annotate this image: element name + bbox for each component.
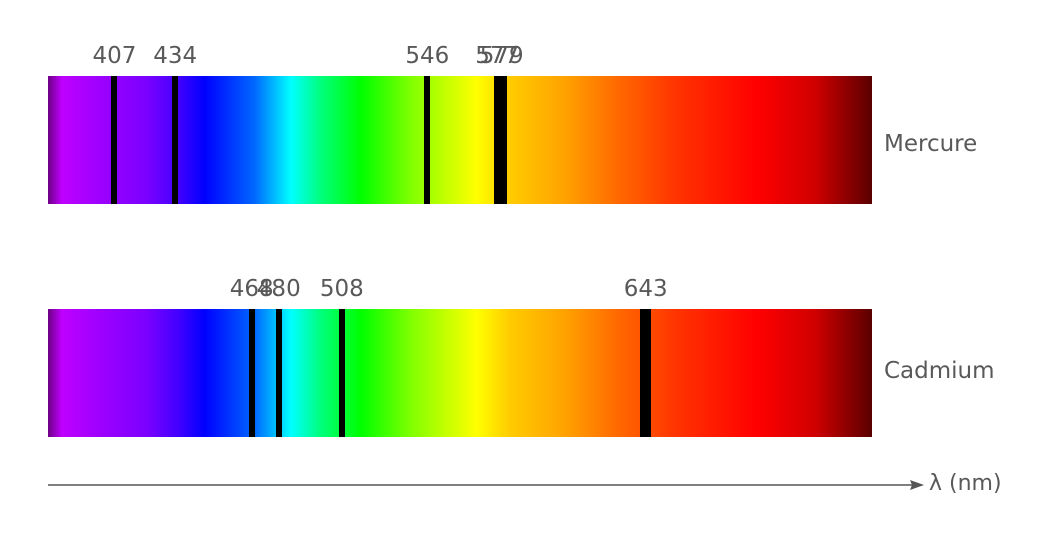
spectral-line-480 <box>275 309 282 437</box>
spectral-line-508 <box>338 309 345 437</box>
wavelength-label-577: 577 <box>475 43 520 69</box>
wavelength-label-480: 480 <box>256 276 301 302</box>
wavelength-label-508: 508 <box>319 276 364 302</box>
wavelength-axis <box>48 480 924 490</box>
wavelength-label-546: 546 <box>405 43 450 69</box>
axis-title: λ (nm) <box>929 471 1002 496</box>
axis-arrow-icon <box>910 480 924 490</box>
mercury-spectrum-band <box>48 76 872 204</box>
spectral-line-643 <box>640 309 652 437</box>
spectral-line-434 <box>172 76 179 204</box>
wavelength-label-407: 407 <box>92 43 137 69</box>
wavelength-label-643: 643 <box>623 276 668 302</box>
spectral-line-546 <box>424 76 431 204</box>
spectral-line-579 <box>496 76 507 204</box>
wavelength-label-579: 579 <box>479 43 524 69</box>
spectral-line-407 <box>111 76 118 204</box>
cadmium-spectrum-band <box>48 309 872 437</box>
cadmium-label: Cadmium <box>884 358 995 384</box>
mercury-label: Mercure <box>884 131 978 157</box>
wavelength-label-434: 434 <box>153 43 198 69</box>
wavelength-label-468: 468 <box>229 276 274 302</box>
spectral-line-468 <box>248 309 255 437</box>
